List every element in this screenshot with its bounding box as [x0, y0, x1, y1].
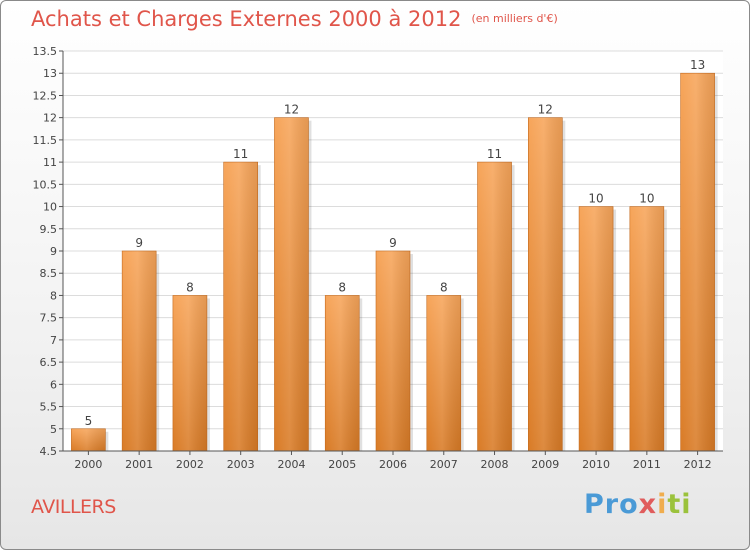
logo-letter: ti: [667, 489, 692, 520]
data-label: 11: [487, 147, 502, 161]
data-label: 13: [690, 58, 705, 72]
data-label: 9: [389, 236, 397, 250]
y-tick-label: 6: [50, 378, 57, 391]
x-tick-label: 2006: [379, 458, 407, 471]
bar-highlight: [325, 295, 360, 451]
x-tick-label: 2002: [176, 458, 204, 471]
x-tick-label: 2011: [633, 458, 661, 471]
proxiti-logo: Proxiti: [584, 489, 692, 520]
axes: 4.5 5 5.5 6 6.5 7 7.5 8 8.5 9 9.5 10 10.5 11 11.5 12 12.…: [33, 45, 723, 471]
y-tick-label: 4.5: [40, 445, 58, 458]
y-tick-label: 9.5: [40, 223, 58, 236]
bars: [71, 72, 718, 452]
y-tick-label: 7.5: [40, 312, 58, 325]
y-tick-label: 13: [43, 67, 57, 80]
x-tick-label: 2001: [125, 458, 153, 471]
logo-letter: Pro: [584, 489, 639, 520]
y-tick-label: 5.5: [40, 401, 58, 414]
data-label: 8: [440, 280, 448, 294]
data-label: 12: [538, 103, 553, 117]
data-label: 8: [338, 280, 346, 294]
x-tick-label: 2009: [531, 458, 559, 471]
y-tick-label: 6.5: [40, 356, 58, 369]
logo-letter: i: [657, 489, 668, 520]
x-tick-label: 2012: [684, 458, 712, 471]
y-tick-label: 13.5: [33, 45, 58, 58]
y-tick-label: 11: [43, 156, 57, 169]
x-tick-label: 2007: [430, 458, 458, 471]
bar-highlight: [680, 73, 715, 451]
y-tick-label: 12.5: [33, 89, 58, 102]
bar-highlight: [122, 251, 157, 451]
y-tick-label: 8.5: [40, 267, 58, 280]
x-tick-label: 2008: [481, 458, 509, 471]
bar-highlight: [71, 428, 106, 451]
bar-highlight: [579, 206, 614, 451]
data-label: 8: [186, 280, 194, 294]
data-label: 10: [588, 192, 603, 206]
y-tick-label: 8: [50, 289, 57, 302]
city-name: AVILLERS: [31, 496, 116, 518]
data-label: 10: [639, 192, 654, 206]
x-tick-label: 2005: [328, 458, 356, 471]
x-tick-label: 2000: [74, 458, 102, 471]
data-label: 9: [135, 236, 143, 250]
y-tick-label: 10: [43, 201, 57, 214]
x-tick-label: 2010: [582, 458, 610, 471]
logo-letter: x: [638, 489, 658, 520]
y-tick-label: 5: [50, 423, 57, 436]
bar-highlight: [477, 162, 512, 451]
y-tick-label: 9: [50, 245, 57, 258]
bar-highlight: [528, 117, 563, 452]
x-tick-label: 2003: [227, 458, 255, 471]
chart-subtitle: (en milliers d'€): [471, 12, 558, 25]
bar-highlight: [376, 251, 410, 451]
chart-title-text: Achats et Charges Externes 2000 à 2012: [31, 7, 462, 31]
bar-highlight: [274, 117, 309, 452]
data-label: 12: [284, 103, 299, 117]
data-label: 11: [233, 147, 248, 161]
y-tick-label: 7: [50, 334, 57, 347]
y-tick-label: 11.5: [33, 134, 58, 147]
chart-title: Achats et Charges Externes 2000 à 2012 (e…: [31, 7, 558, 31]
bar-highlight: [172, 295, 207, 451]
x-tick-label: 2004: [277, 458, 305, 471]
y-tick-label: 12: [43, 112, 57, 125]
y-tick-label: 10.5: [33, 178, 58, 191]
bar-highlight: [223, 162, 258, 451]
data-labels: 5 9 8 11 12 8 9 8 11 12 10 10 13: [85, 58, 706, 428]
bar-highlight: [426, 295, 461, 451]
bar-highlight: [629, 206, 664, 451]
data-label: 5: [85, 414, 93, 428]
